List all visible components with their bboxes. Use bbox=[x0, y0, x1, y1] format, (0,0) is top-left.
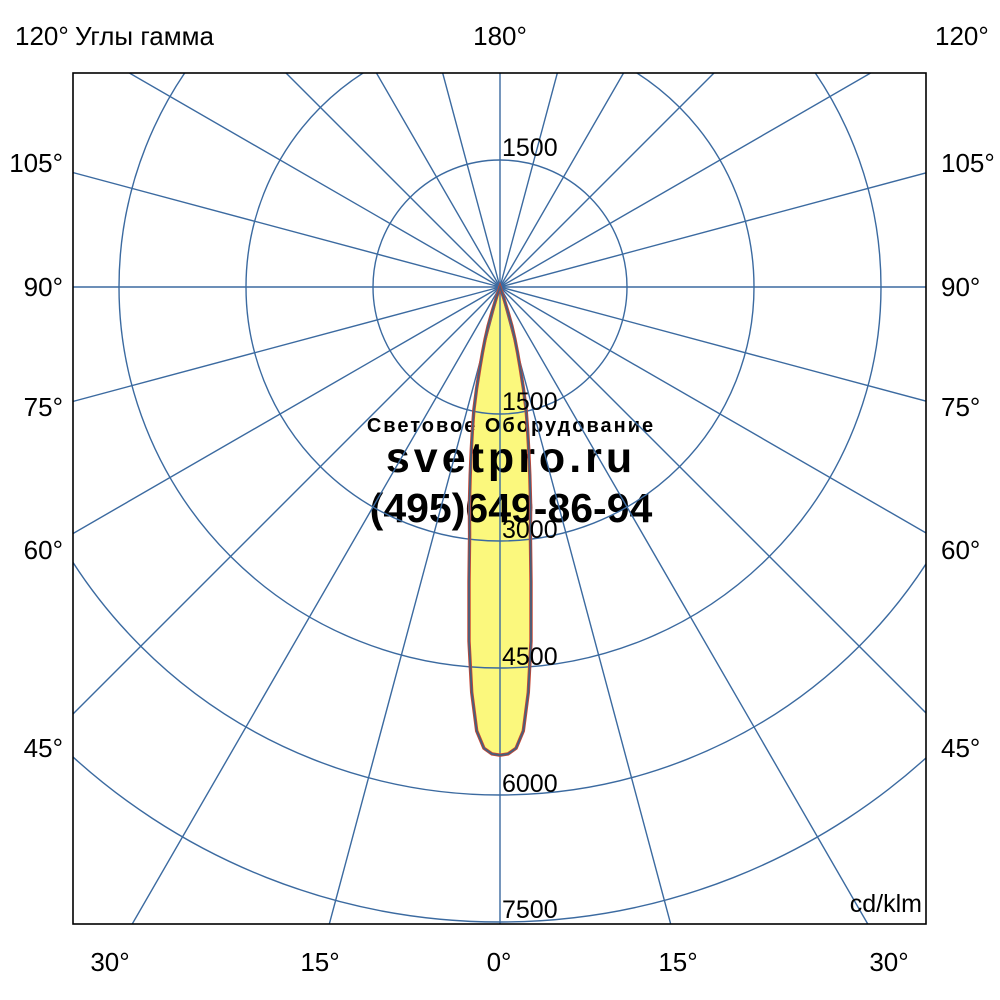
ring-label-4500: 4500 bbox=[502, 643, 558, 671]
grid-ray bbox=[328, 286, 501, 924]
grid-ray bbox=[499, 172, 926, 288]
gamma-label-right-60: 60° bbox=[941, 535, 980, 565]
gamma-label-left-90: 90° bbox=[24, 272, 63, 302]
plot-border bbox=[72, 72, 927, 925]
grid-ray bbox=[499, 73, 559, 288]
watermark-phone: (495)649-86-94 bbox=[370, 485, 653, 531]
gamma-label-right-90: 90° bbox=[941, 272, 980, 302]
grid-ray bbox=[499, 73, 625, 288]
grid-ray bbox=[499, 286, 869, 924]
beam-lobe-outline-blue bbox=[468, 284, 532, 757]
grid-ray bbox=[127, 73, 501, 288]
grid-ray bbox=[441, 73, 501, 288]
gamma-label-left-75: 75° bbox=[24, 392, 63, 422]
grid-ray bbox=[73, 286, 501, 403]
grid-ray bbox=[499, 286, 926, 402]
gamma-label-left-45: 45° bbox=[24, 733, 63, 763]
units-label: cd/klm bbox=[850, 890, 922, 918]
gamma-label-bottom-0: 0° bbox=[487, 947, 512, 977]
gamma-label-corner-left: 120° bbox=[15, 21, 69, 51]
grid-ray bbox=[73, 171, 501, 288]
grid-ray bbox=[499, 73, 873, 288]
grid-ray bbox=[131, 286, 501, 924]
ring-label-7500: 7500 bbox=[502, 896, 558, 924]
grid-ray bbox=[499, 286, 672, 924]
grid-ray bbox=[285, 73, 501, 288]
gamma-label-bottom-30r: 30° bbox=[869, 947, 908, 977]
gamma-label-bottom-30l: 30° bbox=[90, 947, 129, 977]
ring-label-6000: 6000 bbox=[502, 770, 558, 798]
chart-title: Углы гамма bbox=[75, 21, 214, 51]
gamma-label-right-45: 45° bbox=[941, 733, 980, 763]
ring-label-1500: 1500 bbox=[502, 388, 558, 416]
gamma-label-bottom-15r: 15° bbox=[658, 947, 697, 977]
watermark-site: svetpro.ru bbox=[386, 434, 636, 482]
watermark-company: Световое Оборудование bbox=[367, 415, 655, 437]
gamma-label-corner-right: 120° bbox=[935, 21, 989, 51]
gamma-label-right-75: 75° bbox=[941, 392, 980, 422]
grid-ray bbox=[73, 286, 501, 715]
grid-ray bbox=[499, 286, 926, 534]
grid-ray bbox=[73, 286, 501, 535]
grid-ray bbox=[499, 73, 715, 288]
gamma-label-right-105: 105° bbox=[941, 148, 995, 178]
ring-label-1500-top: 1500 bbox=[502, 134, 558, 162]
grid-ray bbox=[375, 73, 501, 288]
gamma-label-top-180: 180° bbox=[473, 21, 527, 51]
gamma-label-left-60: 60° bbox=[24, 535, 63, 565]
gamma-label-bottom-15l: 15° bbox=[300, 947, 339, 977]
gamma-label-left-105: 105° bbox=[9, 148, 63, 178]
grid-ray bbox=[499, 286, 926, 714]
ring-label-3000: 3000 bbox=[502, 516, 558, 544]
